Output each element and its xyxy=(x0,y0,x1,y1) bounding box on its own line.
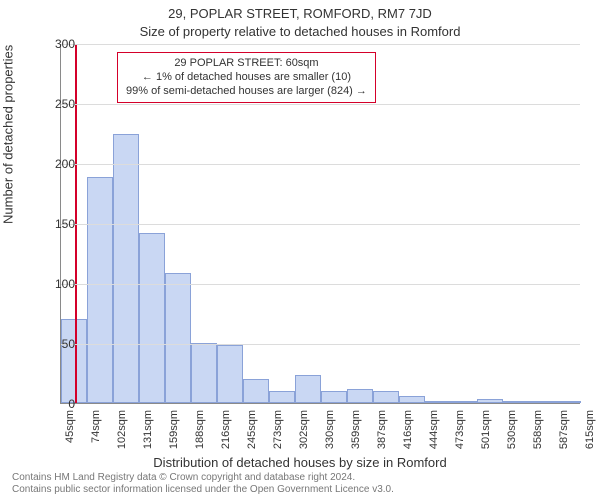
histogram-bar xyxy=(191,343,217,403)
gridline xyxy=(61,224,580,225)
histogram-bar xyxy=(503,401,529,403)
histogram-bar xyxy=(295,375,321,403)
x-tick-label: 587sqm xyxy=(558,410,570,460)
y-tick-label: 300 xyxy=(45,37,75,51)
x-tick-label: 615sqm xyxy=(584,410,596,460)
histogram-bar xyxy=(373,391,399,403)
chart-container: 29, POPLAR STREET, ROMFORD, RM7 7JD Size… xyxy=(0,0,600,500)
y-tick-label: 50 xyxy=(45,337,75,351)
histogram-bar xyxy=(347,389,373,403)
x-tick-label: 273sqm xyxy=(272,410,284,460)
x-tick-label: 359sqm xyxy=(350,410,362,460)
y-axis-label: Number of detached properties xyxy=(1,45,16,224)
histogram-bar xyxy=(321,391,347,403)
histogram-bar xyxy=(217,345,243,403)
gridline xyxy=(61,104,580,105)
y-tick-label: 100 xyxy=(45,277,75,291)
footer-line-2: Contains public sector information licen… xyxy=(12,484,394,496)
histogram-bar xyxy=(425,401,451,403)
histogram-bar xyxy=(113,134,139,403)
histogram-bar xyxy=(477,399,503,403)
x-tick-label: 74sqm xyxy=(90,410,102,460)
x-tick-label: 444sqm xyxy=(428,410,440,460)
page-title: 29, POPLAR STREET, ROMFORD, RM7 7JD xyxy=(0,6,600,21)
histogram-bar xyxy=(243,379,269,403)
histogram-bar xyxy=(139,233,165,403)
x-tick-label: 330sqm xyxy=(324,410,336,460)
footer-line-1: Contains HM Land Registry data © Crown c… xyxy=(12,472,394,484)
x-tick-label: 387sqm xyxy=(376,410,388,460)
x-tick-label: 416sqm xyxy=(402,410,414,460)
annotation-line: 29 POPLAR STREET: 60sqm xyxy=(126,57,367,71)
histogram-bar xyxy=(87,177,113,403)
gridline xyxy=(61,44,580,45)
x-tick-label: 245sqm xyxy=(246,410,258,460)
histogram-bar xyxy=(555,401,581,403)
gridline xyxy=(61,164,580,165)
gridline xyxy=(61,284,580,285)
footer-attribution: Contains HM Land Registry data © Crown c… xyxy=(12,472,394,496)
y-tick-label: 200 xyxy=(45,157,75,171)
y-tick-label: 250 xyxy=(45,97,75,111)
x-tick-label: 302sqm xyxy=(298,410,310,460)
x-tick-label: 131sqm xyxy=(142,410,154,460)
x-tick-label: 530sqm xyxy=(506,410,518,460)
histogram-bar xyxy=(165,273,191,403)
histogram-bar xyxy=(399,396,425,403)
x-tick-label: 45sqm xyxy=(64,410,76,460)
annotation-line: 99% of semi-detached houses are larger (… xyxy=(126,85,367,99)
x-tick-label: 102sqm xyxy=(116,410,128,460)
x-tick-label: 501sqm xyxy=(480,410,492,460)
x-tick-label: 159sqm xyxy=(168,410,180,460)
gridline xyxy=(61,344,580,345)
x-tick-label: 216sqm xyxy=(220,410,232,460)
chart-plot-area: 29 POPLAR STREET: 60sqm← 1% of detached … xyxy=(60,44,580,404)
x-tick-label: 188sqm xyxy=(194,410,206,460)
y-tick-label: 150 xyxy=(45,217,75,231)
histogram-bar xyxy=(451,401,477,403)
histogram-bar xyxy=(529,401,555,403)
x-tick-label: 558sqm xyxy=(532,410,544,460)
chart-subtitle: Size of property relative to detached ho… xyxy=(0,24,600,39)
y-tick-label: 0 xyxy=(45,397,75,411)
histogram-bar xyxy=(269,391,295,403)
annotation-box: 29 POPLAR STREET: 60sqm← 1% of detached … xyxy=(117,52,376,103)
annotation-line: ← 1% of detached houses are smaller (10) xyxy=(126,71,367,85)
x-tick-label: 473sqm xyxy=(454,410,466,460)
